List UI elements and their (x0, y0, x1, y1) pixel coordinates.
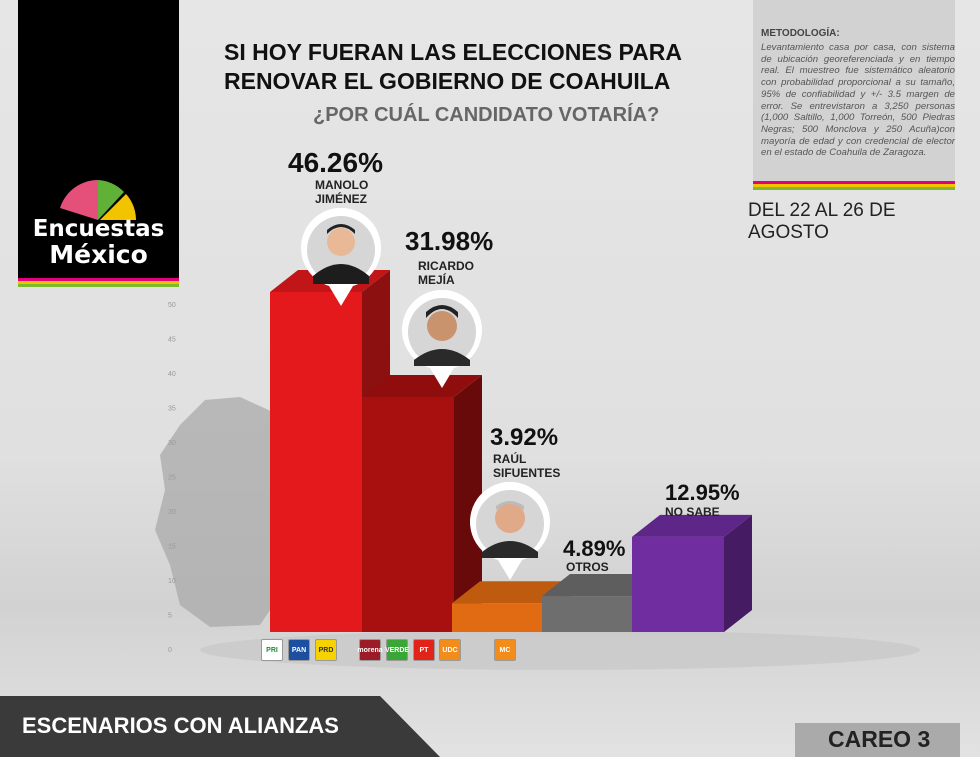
party-logo-pt: PT (413, 639, 435, 661)
coahuila-map-shape (155, 397, 295, 627)
bar-top-no-sabe (632, 514, 752, 537)
avatar-manolo (301, 208, 381, 306)
y-tick-label: 10 (168, 578, 176, 585)
y-tick-label: 25 (168, 475, 176, 482)
category-label-raul: RAÚL SIFUENTES (493, 452, 561, 480)
y-tick-label: 30 (168, 440, 176, 447)
footer-bar (0, 696, 440, 757)
party-logo-mc: MC (494, 639, 516, 661)
brand-logo-icon (60, 180, 136, 220)
chart-subtitle: ¿POR CUÁL CANDIDATO VOTARÍA? (313, 104, 660, 126)
brand-logo-background (18, 0, 179, 278)
category-label-manolo: MANOLO JIMÉNEZ (315, 178, 369, 206)
party-logo-pri: PRI (261, 639, 283, 661)
y-tick-label: 40 (168, 371, 176, 378)
avatar-raul (470, 482, 550, 580)
bar-top-ricardo-mej-a (362, 374, 482, 397)
y-tick-label: 35 (168, 406, 176, 413)
methodology-text: Levantamiento casa por casa, con sistema… (761, 42, 955, 159)
category-label-ricardo: RICARDO MEJÍA (418, 259, 474, 287)
bar-side-no-sabe (724, 514, 752, 632)
chart-title: SI HOY FUERAN LAS ELECCIONES PARA RENOVA… (224, 39, 682, 94)
careo-label: CAREO 3 (828, 726, 931, 752)
y-tick-label: 45 (168, 337, 176, 344)
careo-box (795, 723, 960, 757)
methodology-title: METODOLOGÍA: (761, 28, 840, 39)
methodology-box (753, 0, 955, 183)
bar-label-raul: 3.92% (490, 424, 559, 451)
category-label-otros: OTROS (566, 560, 609, 574)
y-tick-label: 20 (168, 509, 176, 516)
party-logo-verde: VERDE (385, 639, 409, 661)
y-tick-label: 50 (168, 302, 176, 309)
bar-ricardo-mej-a (362, 396, 454, 632)
category-label-no-sabe: NO SABE (665, 505, 720, 519)
bar-label-no-sabe: 12.95% (665, 480, 740, 505)
bar-side-ricardo-mej-a (454, 374, 482, 632)
brand-name-line2: México (49, 240, 148, 269)
bar-otros (542, 596, 634, 632)
avatar-ricardo (402, 290, 482, 388)
brand-name-line1: Encuestas (32, 216, 165, 242)
y-tick-label: 5 (168, 613, 172, 620)
scenario-label: ESCENARIOS CON ALIANZAS (22, 713, 339, 738)
brand-stripes (18, 278, 179, 292)
y-tick-label: 15 (168, 544, 176, 551)
bar-ra-l-sifuentes (452, 603, 544, 632)
party-logo-udc: UDC (439, 639, 461, 661)
bar-no-sabe (632, 536, 724, 632)
party-logo-prd: PRD (315, 639, 337, 661)
methodology-stripes (753, 181, 955, 190)
bar-label-otros: 4.89% (563, 536, 626, 561)
bar-label-ricardo: 31.98% (405, 226, 494, 256)
date-range: DEL 22 AL 26 DE AGOSTO (748, 200, 896, 243)
party-logo-morena: morena (357, 639, 383, 661)
bar-label-manolo: 46.26% (288, 147, 383, 178)
y-tick-label: 0 (168, 647, 172, 654)
bar-manolo-jim-nez (270, 292, 362, 632)
party-logo-pan: PAN (288, 639, 310, 661)
